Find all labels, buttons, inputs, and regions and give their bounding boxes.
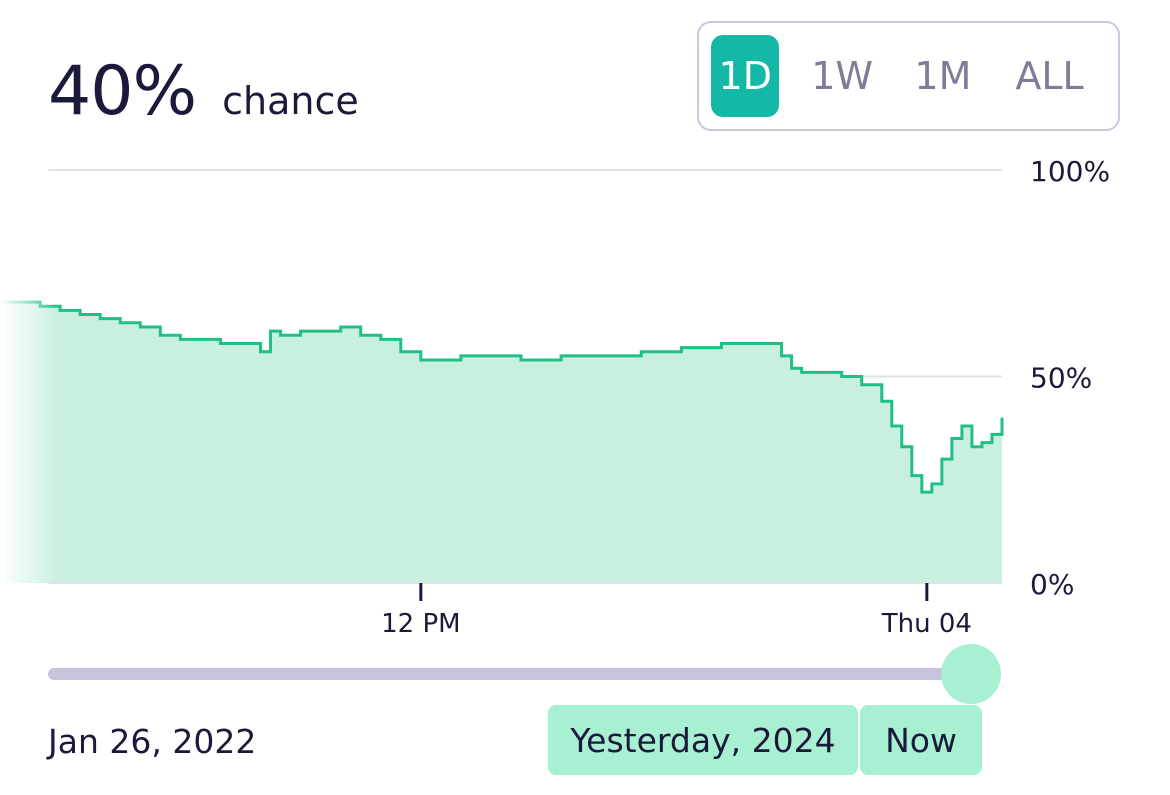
x-tick-label: Thu 04	[881, 609, 972, 639]
range-1w-button[interactable]: 1W	[811, 54, 873, 98]
timeline-slider-track[interactable]	[48, 668, 948, 680]
left-fade	[0, 140, 60, 600]
start-date-label: Jan 26, 2022	[48, 722, 257, 761]
timeline-slider-thumb[interactable]	[941, 644, 1001, 704]
yesterday-button[interactable]: Yesterday, 2024	[548, 705, 858, 775]
series-line	[0, 300, 1004, 494]
chance-label: chance	[222, 79, 359, 123]
y-tick-label: 0%	[1030, 568, 1074, 601]
range-1d-button[interactable]: 1D	[711, 35, 780, 117]
now-button[interactable]: Now	[860, 705, 982, 775]
y-tick-label: 50%	[1030, 362, 1092, 395]
series-area	[0, 302, 1002, 583]
y-tick-label: 100%	[1030, 155, 1110, 188]
range-1m-button[interactable]: 1M	[914, 54, 972, 98]
probability-chart: 100% 50% 0% 12 PM Thu 04	[0, 140, 1110, 639]
headline: 40% chance	[48, 52, 359, 131]
range-all-button[interactable]: ALL	[1015, 54, 1084, 98]
x-tick-label: 12 PM	[381, 609, 460, 639]
time-range-selector: 1D 1W 1M ALL	[697, 21, 1120, 131]
chance-value: 40%	[48, 52, 197, 131]
